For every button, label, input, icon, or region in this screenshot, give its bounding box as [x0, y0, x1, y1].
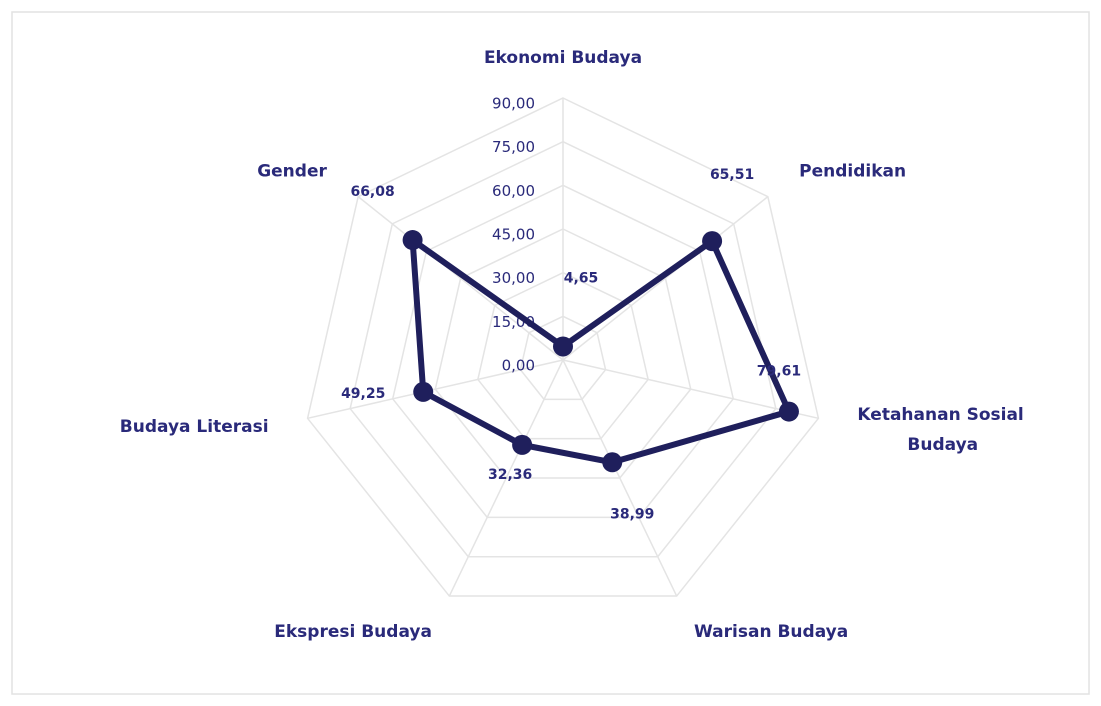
- r-tick-label: 75,00: [492, 138, 535, 156]
- radar-point: [402, 230, 423, 251]
- radar-point: [413, 381, 434, 402]
- grid-ring: [391, 184, 735, 519]
- r-tick-label: 0,00: [502, 357, 535, 375]
- grid-ring: [434, 228, 692, 479]
- category-label: Warisan Budaya: [694, 622, 848, 642]
- value-label: 38,99: [610, 506, 654, 522]
- radar-point: [512, 434, 533, 455]
- radar-line: [409, 237, 792, 466]
- spoke: [562, 196, 769, 361]
- value-label: 79,61: [757, 364, 801, 380]
- spoke: [562, 359, 678, 597]
- grid-ring: [349, 140, 777, 558]
- grid-ring: [519, 315, 607, 401]
- radar-point: [602, 452, 623, 473]
- spoke: [357, 196, 564, 361]
- r-tick-label: 60,00: [492, 182, 535, 200]
- category-label: Ketahanan Sosial Budaya: [857, 405, 1023, 455]
- r-tick-label: 45,00: [492, 226, 535, 244]
- radar-point: [553, 336, 573, 357]
- spoke: [307, 359, 564, 420]
- value-label: 4,65: [564, 270, 599, 286]
- chart-border: [11, 11, 1090, 695]
- category-label: Ekonomi Budaya: [484, 48, 642, 68]
- radar-point: [702, 231, 723, 252]
- category-label: Budaya Literasi: [120, 417, 269, 437]
- grid-ring: [306, 97, 820, 597]
- value-label: 66,08: [350, 184, 394, 200]
- radar-point: [778, 401, 799, 422]
- r-tick-label: 90,00: [492, 95, 535, 113]
- grid-ring: [477, 271, 649, 440]
- r-tick-label: 30,00: [492, 269, 535, 287]
- category-label: Ekspresi Budaya: [274, 622, 432, 642]
- category-label: Pendidikan: [799, 162, 906, 182]
- spoke: [448, 359, 564, 597]
- value-label: 49,25: [341, 386, 385, 402]
- value-label: 65,51: [710, 167, 754, 183]
- value-label: 32,36: [488, 467, 532, 483]
- category-label: Gender: [257, 162, 327, 182]
- spoke: [562, 359, 819, 420]
